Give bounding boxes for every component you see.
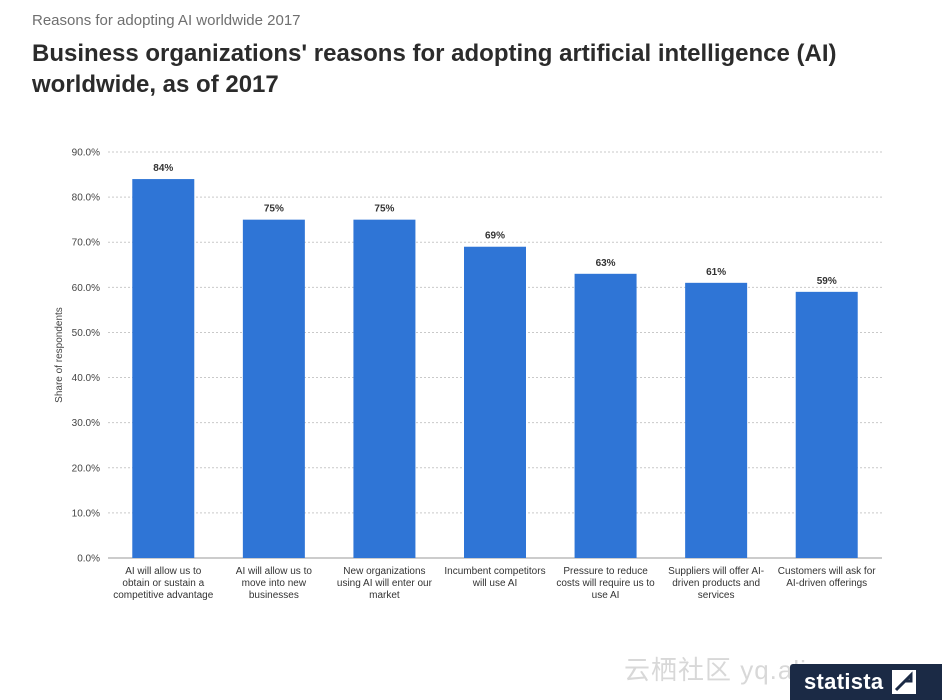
bar <box>242 219 305 558</box>
x-tick-label: services <box>698 590 735 601</box>
bar <box>464 246 526 558</box>
y-tick-label: 10.0% <box>72 508 100 519</box>
x-tick-label: AI will allow us to <box>125 566 202 577</box>
y-tick-label: 70.0% <box>72 238 100 249</box>
x-tick-label: AI-driven offerings <box>786 578 867 589</box>
statista-logo[interactable]: statista <box>790 664 942 700</box>
bar <box>795 291 858 558</box>
x-tick-label: competitive advantage <box>113 590 214 601</box>
y-tick-label: 90.0% <box>72 148 100 159</box>
data-label: 69% <box>485 231 505 242</box>
x-tick-label: Pressure to reduce <box>563 566 648 577</box>
bar <box>353 219 416 558</box>
data-label: 61% <box>706 267 726 278</box>
chart-supertitle: Reasons for adopting AI worldwide 2017 <box>32 12 301 29</box>
x-tick-label: New organizations <box>343 566 425 577</box>
x-tick-label: AI will allow us to <box>236 566 313 577</box>
bar <box>685 282 748 558</box>
x-tick-label: businesses <box>249 590 299 601</box>
y-tick-label: 80.0% <box>72 193 100 204</box>
x-tick-label: obtain or sustain a <box>122 578 204 589</box>
x-tick-label: driven products and <box>672 578 760 589</box>
data-label: 75% <box>374 204 394 215</box>
x-tick-label: will use AI <box>472 578 517 589</box>
y-tick-label: 30.0% <box>72 418 100 429</box>
y-axis-label: Share of respondents <box>54 307 65 403</box>
x-tick-label: move into new <box>242 578 307 589</box>
x-tick-label: using AI will enter our <box>337 578 433 589</box>
data-label: 59% <box>817 276 837 287</box>
data-label: 84% <box>153 163 173 174</box>
brand-name: statista <box>804 669 884 694</box>
x-tick-label: use AI <box>592 590 620 601</box>
statista-logo-icon <box>892 670 917 694</box>
x-tick-label: Customers will ask for <box>778 566 876 577</box>
x-tick-label: market <box>369 590 400 601</box>
y-tick-label: 50.0% <box>72 328 100 339</box>
y-tick-label: 20.0% <box>72 463 100 474</box>
data-label: 75% <box>264 204 284 215</box>
chart-title: Business organizations' reasons for adop… <box>32 40 837 98</box>
bar <box>574 273 637 558</box>
y-tick-label: 60.0% <box>72 283 100 294</box>
x-tick-label: costs will require us to <box>556 578 655 589</box>
y-tick-label: 0.0% <box>77 554 100 565</box>
y-tick-label: 40.0% <box>72 373 100 384</box>
bar <box>132 179 195 559</box>
data-label: 63% <box>596 258 616 269</box>
x-tick-label: Suppliers will offer AI- <box>668 566 764 577</box>
x-tick-label: Incumbent competitors <box>444 566 545 577</box>
